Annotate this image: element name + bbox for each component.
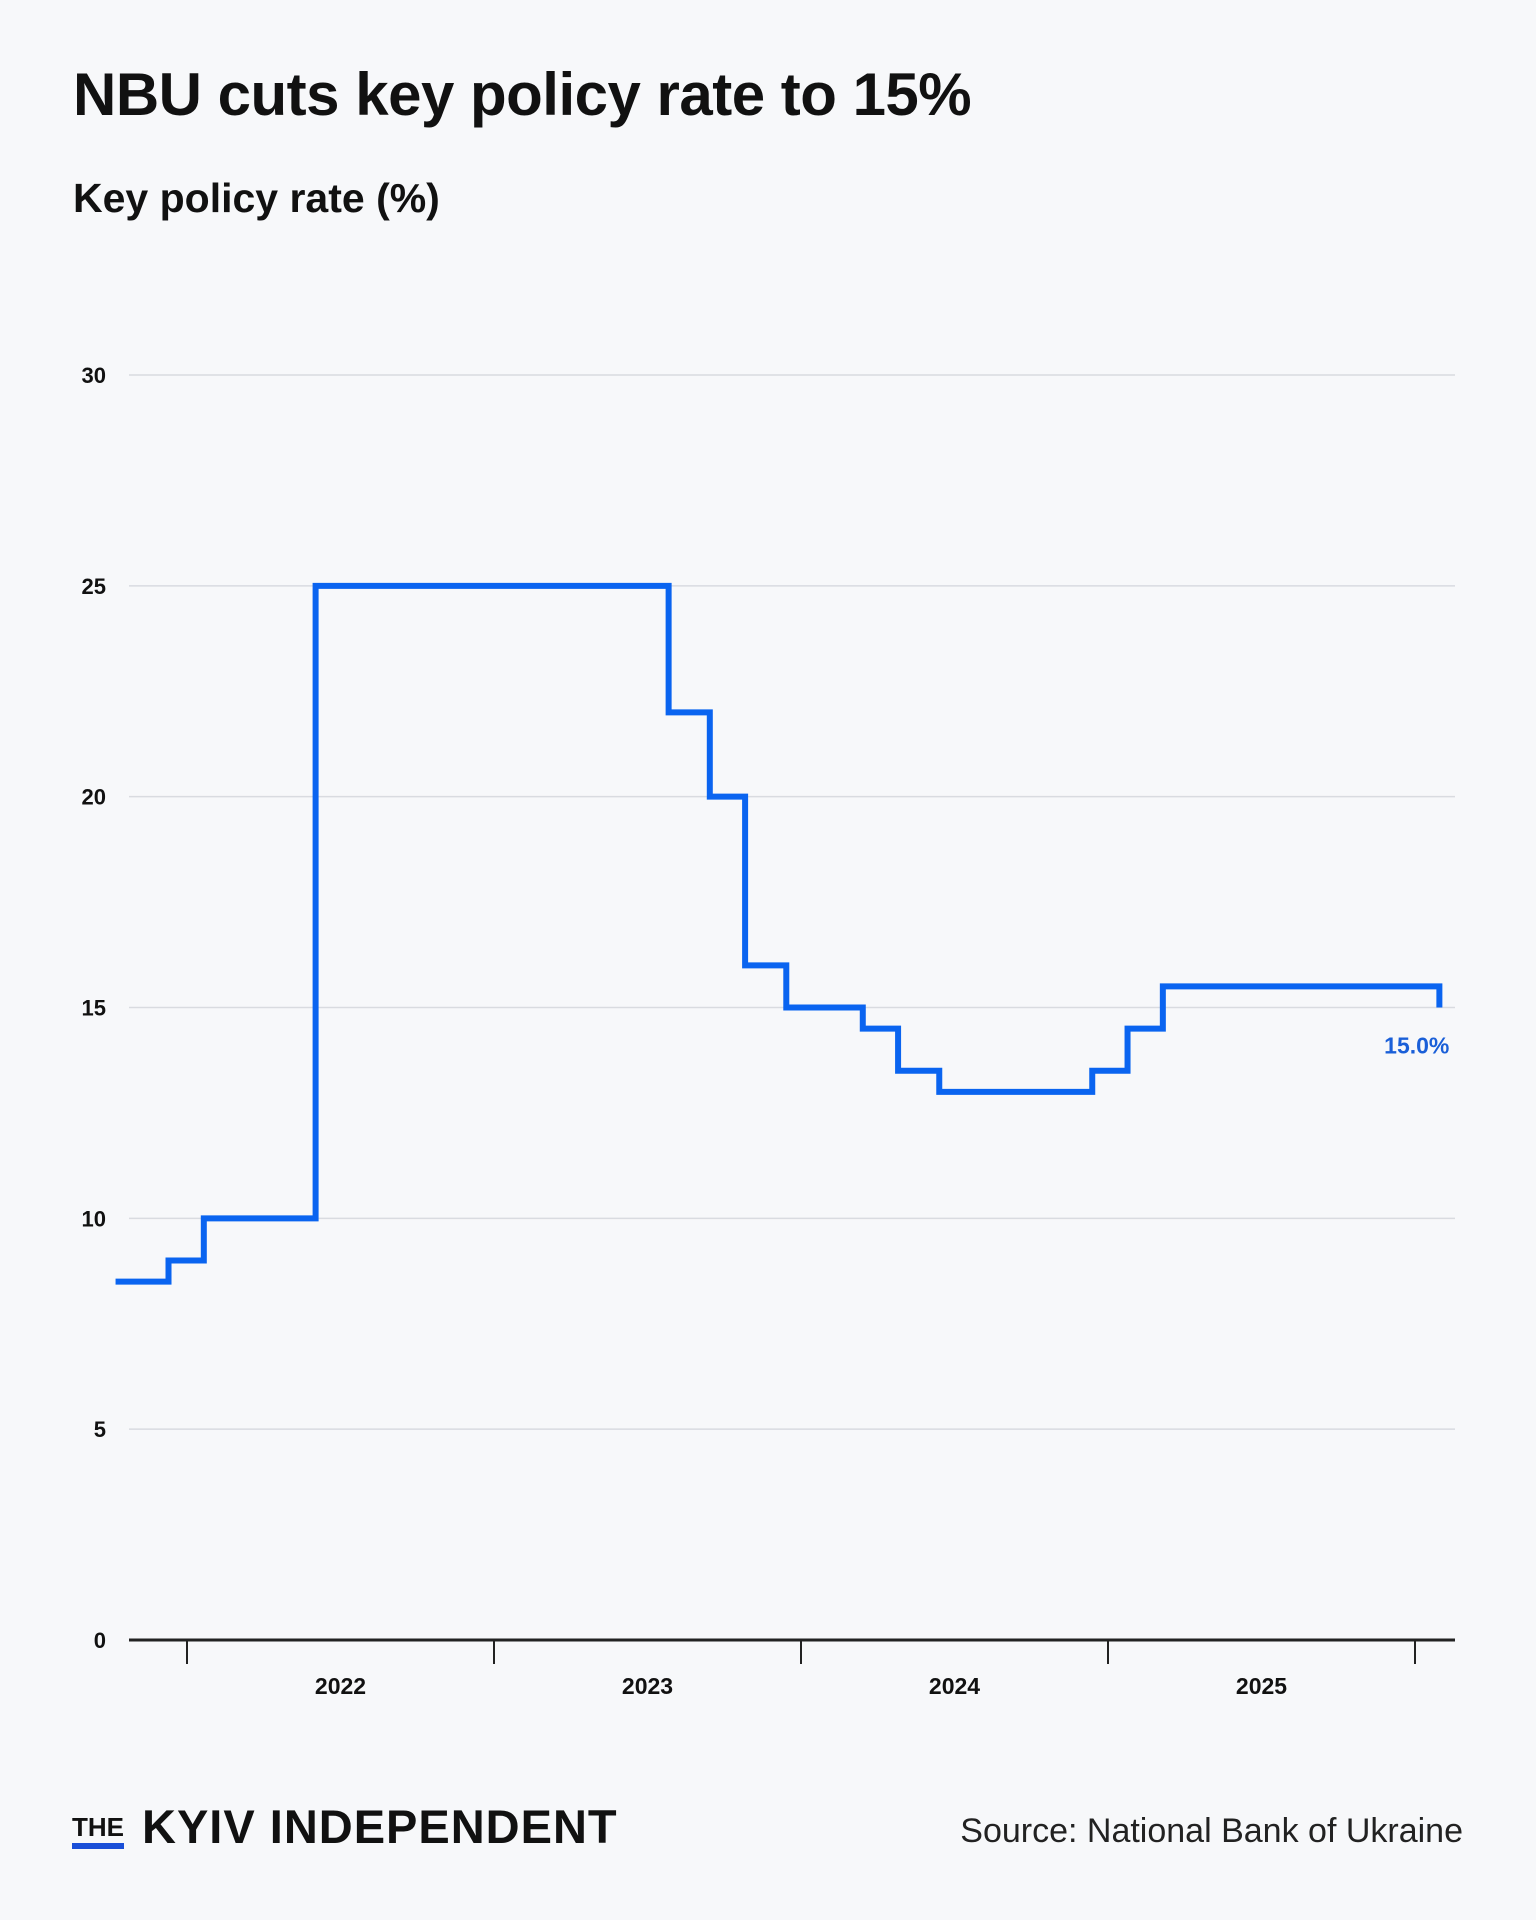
- rate-step-line: [115, 582, 1443, 1285]
- end-value-label: 15.0%: [1384, 1033, 1449, 1059]
- y-tick-label: 15: [82, 996, 106, 1021]
- x-tick-label: 2024: [929, 1673, 980, 1699]
- x-tick-label: 2023: [622, 1673, 673, 1699]
- logo-the: THE: [72, 1813, 124, 1849]
- chart-title: NBU cuts key policy rate to 15%: [73, 61, 972, 128]
- y-tick-label: 0: [94, 1628, 106, 1653]
- x-tick-label: 2025: [1236, 1673, 1287, 1699]
- y-tick-label: 10: [82, 1206, 106, 1231]
- kyiv-independent-logo: THE KYIV INDEPENDENT: [72, 1800, 618, 1853]
- y-tick-label: 5: [94, 1417, 106, 1442]
- chart-subtitle: Key policy rate (%): [73, 175, 440, 221]
- y-tick-label: 30: [82, 363, 106, 388]
- logo-name: KYIV INDEPENDENT: [142, 1800, 618, 1853]
- y-tick-label: 25: [82, 574, 106, 599]
- y-tick-label: 20: [82, 785, 106, 810]
- source-note: Source: National Bank of Ukraine: [960, 1812, 1463, 1850]
- x-tick-label: 2022: [315, 1673, 366, 1699]
